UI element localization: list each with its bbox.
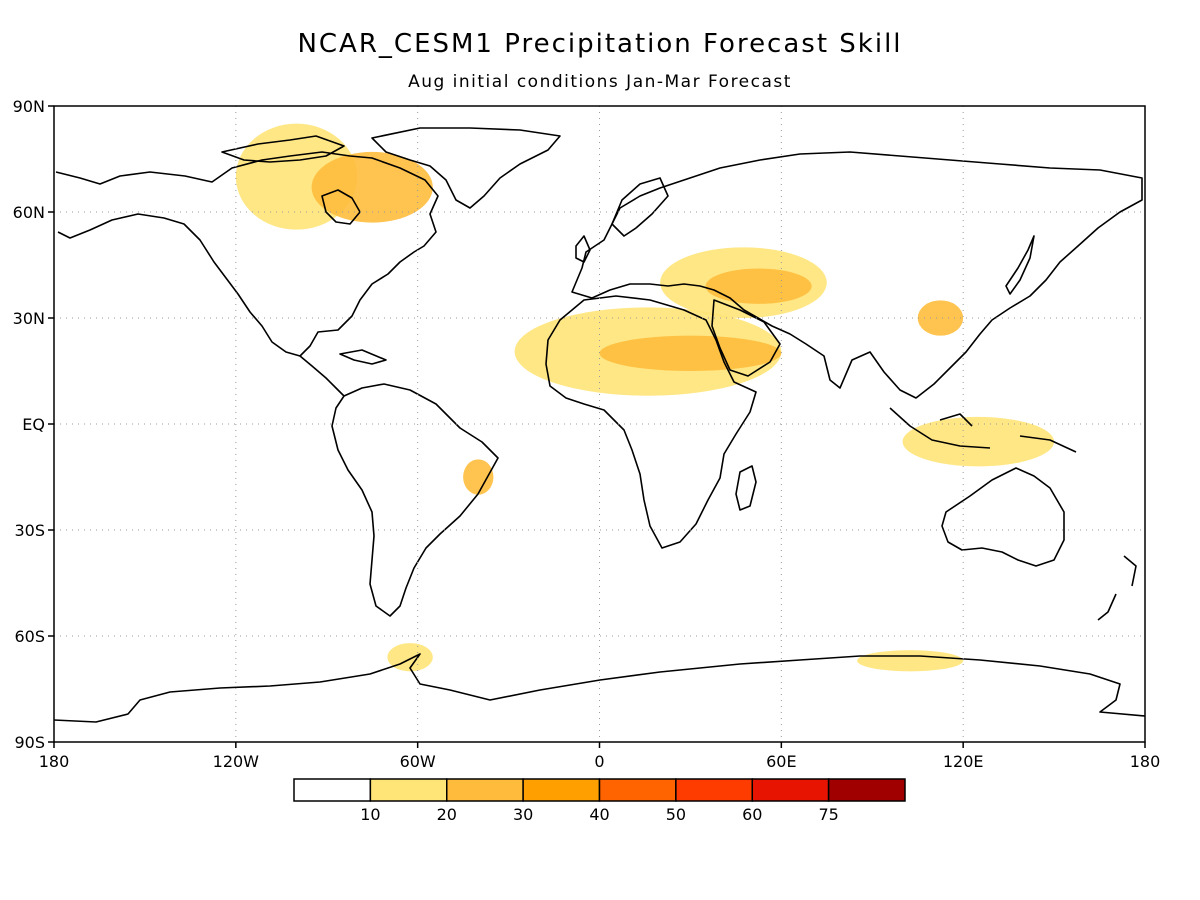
colorbar-swatch <box>522 778 601 802</box>
colorbar-swatch <box>293 778 372 802</box>
lat-tick-label: EQ <box>22 415 45 434</box>
colorbar-label: 60 <box>742 805 762 824</box>
map-subtitle: Aug initial conditions Jan-Mar Forecast <box>408 72 792 92</box>
coastline-antarctica <box>53 653 1146 723</box>
skill-region-9 <box>917 300 964 336</box>
colorbar-swatch <box>598 778 677 802</box>
coastline-central-america <box>299 355 345 397</box>
skill-region-7 <box>463 459 494 495</box>
longitude-axis: 180 120W 60W 0 60E 120E 180 <box>39 742 1161 771</box>
coastline-eurasia <box>571 151 1143 399</box>
coastline-new-zealand <box>1097 555 1137 621</box>
lon-tick-label: 120W <box>213 752 260 771</box>
colorbar-label: 30 <box>513 805 533 824</box>
skill-region-6 <box>705 268 812 304</box>
coastline-hudson-bay <box>321 189 361 225</box>
lon-tick-label: 60E <box>766 752 796 771</box>
colorbar-swatch <box>827 778 906 802</box>
coastline-south-america <box>331 383 499 617</box>
lat-tick-label: 90S <box>14 733 45 752</box>
skill-region-11 <box>857 650 964 672</box>
colorbar-label: 50 <box>666 805 686 824</box>
coastline-greenland <box>371 127 561 209</box>
coastline-arabia <box>711 299 781 377</box>
coastline-indonesia <box>889 407 1077 453</box>
coastline-madagascar <box>735 465 757 511</box>
lon-tick-label: 120E <box>943 752 984 771</box>
colorbar-label: 40 <box>589 805 609 824</box>
colorbar-label: 20 <box>437 805 457 824</box>
skill-region-4 <box>599 335 782 372</box>
lat-tick-label: 30N <box>13 309 45 328</box>
colorbar-swatch <box>369 778 448 802</box>
coastline-africa <box>545 295 757 549</box>
lon-tick-label: 180 <box>39 752 70 771</box>
lat-tick-label: 30S <box>14 521 45 540</box>
lat-tick-label: 60N <box>13 203 45 222</box>
coastline-australia <box>941 467 1065 567</box>
lat-tick-label: 90N <box>13 97 45 116</box>
latitude-axis: 90N 60N 30N EQ 30S 60S 90S <box>13 97 54 752</box>
coastlines-layer <box>53 127 1146 723</box>
coastline-cuba <box>339 349 387 365</box>
graticule <box>54 106 1145 742</box>
coastline-japan <box>1005 235 1035 295</box>
colorbar-swatch <box>751 778 830 802</box>
map-title: NCAR_CESM1 Precipitation Forecast Skill <box>297 29 902 59</box>
lon-tick-label: 60W <box>400 752 436 771</box>
lon-tick-label: 180 <box>1130 752 1161 771</box>
colorbar-swatch <box>446 778 524 802</box>
coastline-scandinavia <box>611 177 669 237</box>
coastline-arctic-islands <box>221 135 345 163</box>
lon-tick-label: 0 <box>594 752 604 771</box>
skill-region-8 <box>902 416 1055 467</box>
colorbar-label: 75 <box>818 805 838 824</box>
colorbar-label: 10 <box>360 805 380 824</box>
colorbar-swatch <box>675 778 753 802</box>
lat-tick-label: 60S <box>14 627 45 646</box>
colorbar: 10 20 30 40 50 60 75 <box>293 778 906 824</box>
coastline-british-isles <box>575 235 591 263</box>
coastline-north-america <box>55 151 439 357</box>
